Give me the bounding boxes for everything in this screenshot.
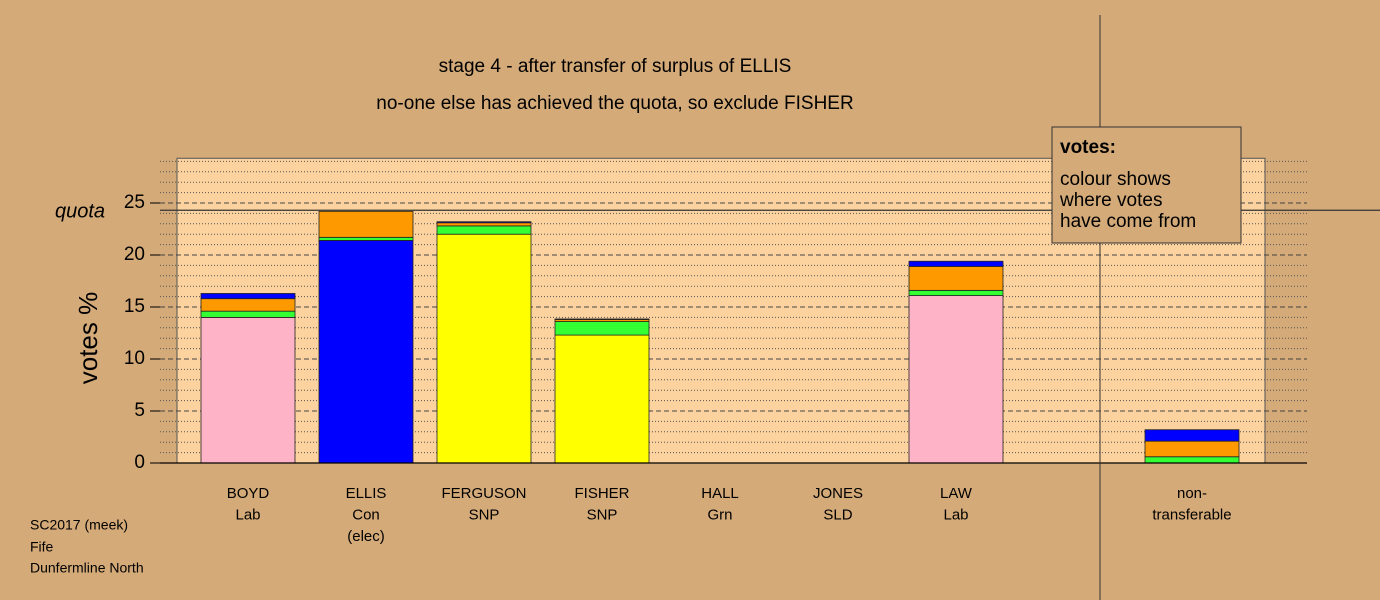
bar-segment	[436, 221, 532, 224]
bar-segment	[200, 310, 296, 318]
chart-title: stage 4 - after transfer of surplus of E…	[439, 56, 792, 77]
legend-text: colour shows	[1060, 169, 1171, 190]
legend-box	[1051, 126, 1242, 244]
x-tick-label: HALL	[701, 485, 739, 502]
x-tick-label: FISHER	[574, 485, 629, 502]
bar-segment	[436, 233, 532, 464]
x-tick-label: Grn	[707, 506, 732, 523]
bar-segment	[436, 225, 532, 235]
y-tick-label: 0	[134, 452, 145, 473]
x-tick-label: FERGUSON	[441, 485, 526, 502]
x-tick-label: (elec)	[347, 528, 385, 545]
bar-segment	[318, 240, 414, 464]
bar-segment	[436, 222, 532, 227]
x-tick-label: SLD	[823, 506, 852, 523]
bar-segment	[908, 266, 1004, 291]
bar-segment	[908, 260, 1004, 267]
y-tick-label: 25	[124, 192, 145, 213]
y-tick-label: 5	[134, 400, 145, 421]
x-tick-label: Con	[352, 506, 380, 523]
bar-segment	[200, 293, 296, 300]
x-tick-label: non-	[1177, 485, 1207, 502]
legend-title: votes:	[1060, 137, 1116, 158]
bar-segment	[200, 298, 296, 312]
bar-segment	[318, 236, 414, 241]
footer-text: SC2017 (meek)	[30, 517, 128, 533]
x-tick-label: LAW	[940, 485, 973, 502]
x-tick-label: SNP	[587, 506, 618, 523]
bar-segment	[908, 289, 1004, 296]
bar-segment	[908, 295, 1004, 464]
y-tick-label: 20	[124, 244, 145, 265]
bar-segment	[1144, 440, 1240, 458]
footer-text: Fife	[30, 539, 54, 555]
bar-segment	[318, 210, 414, 238]
bar-segment	[554, 321, 650, 336]
footer-text: Dunfermline North	[30, 560, 144, 576]
y-axis-label: votes %	[73, 292, 103, 385]
x-tick-label: SNP	[469, 506, 500, 523]
x-tick-label: Lab	[235, 506, 260, 523]
bar-segment	[554, 334, 650, 464]
bar-segment	[1144, 456, 1240, 464]
y-tick-label: 15	[124, 296, 145, 317]
chart-subtitle: no-one else has achieved the quota, so e…	[376, 93, 853, 114]
legend-text: where votes	[1059, 190, 1162, 211]
x-tick-label: JONES	[813, 485, 863, 502]
x-tick-label: Lab	[943, 506, 968, 523]
legend-text: have come from	[1060, 211, 1196, 232]
bar-segment	[1144, 429, 1240, 442]
x-tick-label: ELLIS	[346, 485, 387, 502]
x-tick-label: BOYD	[227, 485, 270, 502]
bar-segment	[554, 318, 650, 320]
x-tick-label: transferable	[1152, 506, 1231, 523]
quota-label: quota	[55, 201, 105, 223]
y-tick-label: 10	[124, 348, 145, 369]
bar-segment	[200, 316, 296, 464]
